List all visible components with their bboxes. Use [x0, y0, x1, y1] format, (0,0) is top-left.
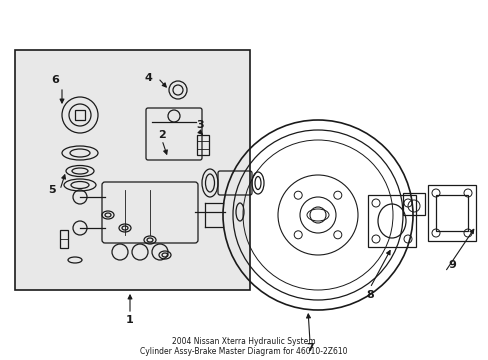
Text: 7: 7 — [305, 343, 313, 353]
Text: 4: 4 — [144, 73, 152, 83]
Bar — [435, 195, 467, 231]
Text: 3: 3 — [196, 120, 203, 130]
Bar — [75, 110, 85, 120]
Text: 2004 Nissan Xterra Hydraulic System
Cylinder Assy-Brake Master Diagram for 46010: 2004 Nissan Xterra Hydraulic System Cyli… — [140, 337, 347, 356]
Bar — [60, 230, 68, 248]
Bar — [197, 135, 208, 155]
Text: 8: 8 — [366, 290, 373, 300]
Text: 5: 5 — [48, 185, 56, 195]
Bar — [15, 50, 249, 290]
Bar — [367, 195, 415, 247]
Bar — [427, 185, 475, 241]
Text: 9: 9 — [447, 260, 455, 270]
Text: 6: 6 — [51, 75, 59, 85]
Text: 1: 1 — [126, 315, 134, 325]
Text: 2: 2 — [158, 130, 165, 140]
